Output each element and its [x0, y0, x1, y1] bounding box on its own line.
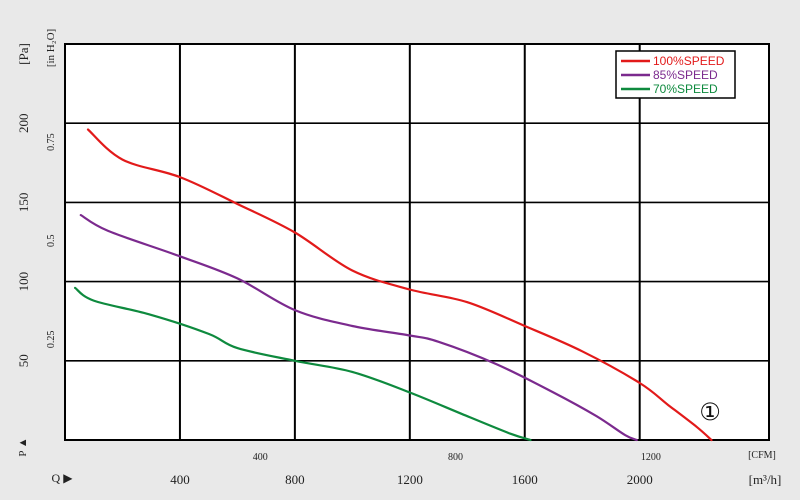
x-tick-cfm: 1200	[641, 452, 661, 463]
y-tick-inh2o: 0.25	[46, 331, 57, 349]
series-line-85-speed	[79, 214, 638, 442]
series-line-70-speed	[74, 286, 532, 442]
x-tick-m3h: 800	[285, 472, 305, 487]
x-tick-cfm: 400	[253, 452, 268, 463]
y-axis-pa-label: [Pa]	[16, 43, 31, 65]
legend-label-85-speed: 85%SPEED	[653, 68, 718, 82]
series-line-100-speed	[86, 128, 713, 442]
x-tick-m3h: 1200	[397, 472, 423, 487]
y-tick-inh2o: 0.5	[46, 234, 57, 247]
y-tick-pa: 100	[16, 272, 31, 292]
q-axis-label: Q ▶	[52, 471, 74, 485]
y-axis-inh2o-label: [in H₂O]	[45, 29, 57, 67]
legend-label-70-speed: 70%SPEED	[653, 82, 718, 96]
x-axis-cfm-label: [CFM]	[748, 450, 776, 461]
x-tick-m3h: 400	[170, 472, 190, 487]
x-tick-cfm: 800	[448, 452, 463, 463]
y-tick-pa: 50	[16, 354, 31, 367]
x-axis-m3h-label: [m³/h]	[749, 472, 782, 487]
y-tick-pa: 150	[16, 193, 31, 213]
x-tick-m3h: 2000	[627, 472, 653, 487]
legend-label-100-speed: 100%SPEED	[653, 54, 725, 68]
x-tick-m3h: 1600	[512, 472, 538, 487]
curve-marker: ①	[699, 398, 721, 426]
series-lines	[74, 128, 713, 442]
y-tick-inh2o: 0.75	[46, 133, 57, 151]
p-axis-label: P ▲	[17, 437, 29, 456]
grid	[65, 44, 769, 440]
tick-labels: 400 800 1200 1600 2000 400 800 1200 50 100 150 200 0…	[16, 113, 661, 487]
y-tick-pa: 200	[16, 113, 31, 133]
plot-area	[64, 43, 770, 441]
